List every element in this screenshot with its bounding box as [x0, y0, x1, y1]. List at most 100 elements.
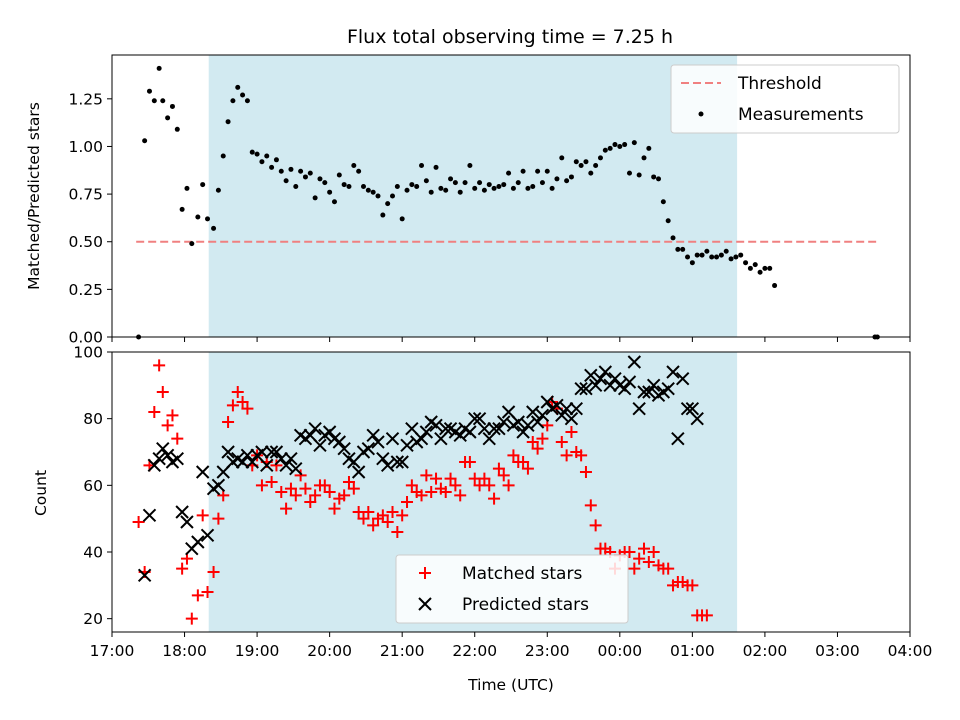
matched-star-marker	[401, 496, 414, 508]
measurement-point	[694, 252, 700, 258]
matched-star-marker	[176, 562, 189, 575]
predicted-star-marker	[313, 438, 327, 453]
predicted-star-marker	[385, 431, 400, 446]
measurement-point	[704, 248, 710, 254]
predicted-star-marker	[200, 528, 215, 543]
measurement-point	[174, 126, 180, 132]
matched-star-marker	[381, 516, 394, 528]
measurement-point	[631, 140, 637, 146]
measurement-point	[399, 216, 405, 222]
time-x-tick-label: 19:00	[235, 642, 280, 660]
predicted-star-marker	[511, 415, 525, 429]
predicted-star-marker	[180, 515, 194, 529]
measurement-point	[331, 199, 337, 205]
predicted-star-marker	[260, 458, 274, 473]
matched-star-marker	[347, 482, 360, 495]
measurement-point	[651, 174, 657, 180]
predicted-star-marker	[380, 458, 395, 473]
matched-star-marker	[492, 462, 505, 475]
measurement-point	[747, 265, 753, 271]
matched-star-marker	[161, 419, 174, 432]
time-x-tick-label: 20:00	[307, 642, 352, 660]
count-legend-frame	[395, 554, 629, 624]
predicted-star-marker	[137, 568, 152, 583]
legend-matched-swatch	[419, 567, 431, 579]
measurement-point	[660, 199, 666, 205]
matched-star-marker	[502, 479, 515, 492]
measurement-point	[365, 187, 371, 193]
matched-star-marker	[318, 479, 331, 492]
measurement-point	[356, 168, 362, 174]
matched-star-marker	[430, 472, 443, 485]
measurement-point	[283, 178, 289, 184]
matched-star-marker	[231, 386, 244, 398]
measurement-point	[336, 172, 342, 178]
predicted-star-marker	[337, 441, 351, 456]
predicted-star-marker	[463, 425, 477, 439]
measurement-point	[220, 153, 226, 159]
predicted-star-marker	[240, 448, 255, 463]
measurement-point	[370, 189, 376, 195]
measurement-point	[438, 185, 444, 191]
measurement-point	[641, 155, 647, 161]
predicted-star-marker	[400, 438, 414, 453]
predicted-star-marker	[395, 455, 409, 469]
measurement-point	[728, 256, 734, 262]
predicted-star-marker	[279, 458, 293, 473]
predicted-star-marker	[497, 415, 511, 429]
predicted-star-marker	[627, 355, 642, 369]
measurement-point	[588, 170, 594, 176]
measurement-point	[317, 176, 323, 182]
ratio-y-tick-label: 1.00	[68, 138, 103, 156]
measurement-point	[573, 159, 579, 165]
matched-star-marker	[171, 432, 184, 445]
predicted-star-marker	[160, 448, 175, 463]
measurement-point	[428, 189, 434, 195]
predicted-star-marker	[211, 478, 226, 493]
time-x-tick-label: 03:00	[815, 642, 860, 660]
measurement-point	[622, 142, 628, 148]
count-y-axis-label: Count	[32, 470, 50, 516]
measurement-point	[235, 84, 241, 90]
time-x-tick-label: 17:00	[90, 642, 135, 660]
predicted-star-marker	[332, 435, 347, 449]
matched-star-marker	[454, 489, 467, 502]
measurement-point	[211, 225, 217, 231]
measurement-point	[189, 241, 195, 247]
measurement-point	[165, 115, 171, 121]
matched-star-marker	[526, 436, 539, 448]
predicted-star-marker	[147, 458, 162, 473]
measurement-points	[136, 65, 880, 340]
ratio-legend-frame	[670, 64, 900, 134]
measurement-point	[477, 180, 483, 186]
matched-star-marker	[700, 609, 713, 622]
measurement-point	[491, 185, 497, 191]
count-y-axis: 20 40 60 80 100	[73, 344, 112, 628]
ratio-y-tick-label: 0.25	[68, 281, 103, 299]
measurement-point	[215, 187, 221, 193]
predicted-star-marker	[351, 465, 366, 479]
measurement-point	[626, 170, 632, 176]
measurement-point	[506, 170, 512, 176]
measurement-point	[404, 187, 410, 193]
observing-window-shade-top	[208, 55, 738, 337]
measurement-point	[762, 265, 768, 271]
time-x-tick-label: 00:00	[597, 642, 642, 660]
matched-star-marker	[488, 492, 501, 505]
matched-star-marker	[425, 486, 438, 498]
measurement-point	[723, 248, 729, 254]
matched-star-marker	[405, 479, 418, 492]
ratio-y-tick-label: 0.50	[68, 233, 103, 251]
matched-star-marker	[633, 552, 646, 565]
measurement-point	[351, 163, 357, 169]
predicted-star-marker	[685, 401, 700, 416]
measurement-point	[578, 163, 584, 169]
predicted-star-marker	[371, 435, 385, 449]
predicted-star-marker	[152, 451, 166, 466]
matched-star-marker	[647, 546, 660, 558]
matched-star-marker	[662, 562, 675, 575]
measurement-point	[249, 149, 255, 155]
matched-star-marker	[166, 409, 179, 422]
measurement-point	[699, 252, 705, 258]
matched-star-marker	[294, 469, 307, 482]
